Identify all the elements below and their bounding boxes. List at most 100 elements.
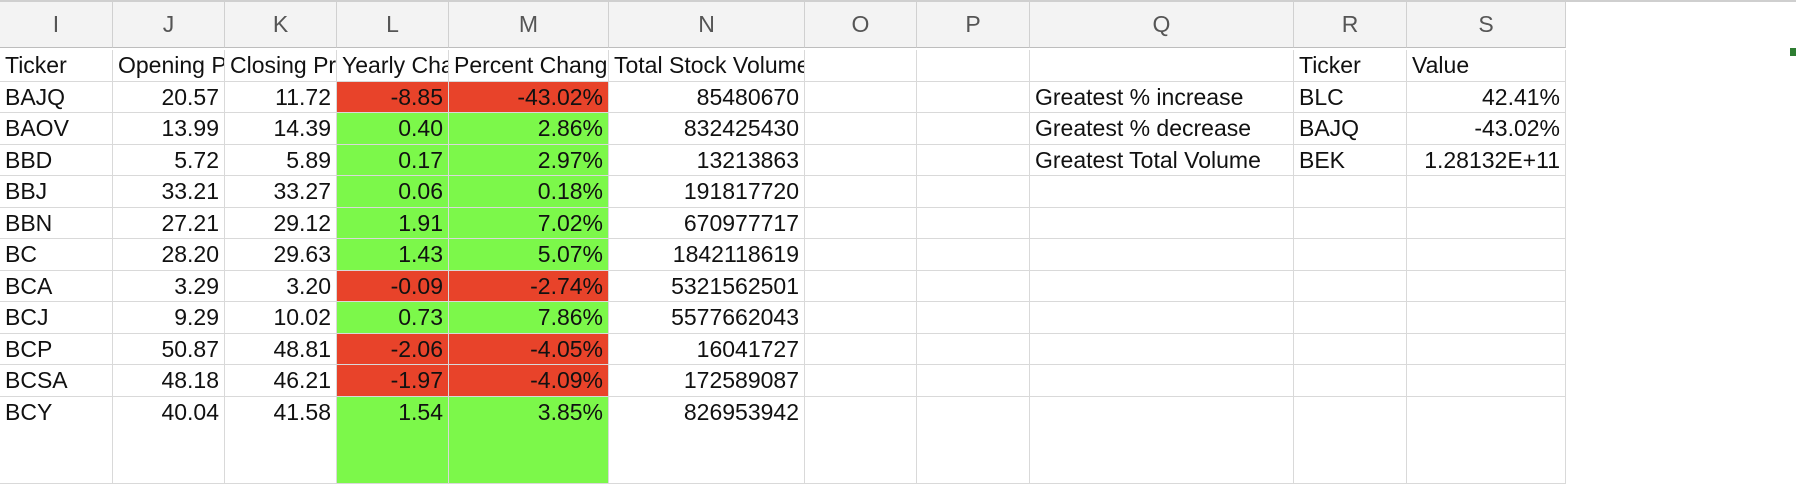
cell-volume[interactable]: 832425430 bbox=[609, 113, 805, 145]
summary-value[interactable]: 1.28132E+11 bbox=[1407, 144, 1566, 176]
cell-volume[interactable]: 826953942 bbox=[609, 396, 805, 484]
cell[interactable] bbox=[1030, 176, 1294, 208]
cell-volume[interactable]: 5577662043 bbox=[609, 302, 805, 334]
cell[interactable] bbox=[1407, 333, 1566, 365]
cell-pct[interactable]: -2.74% bbox=[449, 270, 609, 302]
cell[interactable] bbox=[1294, 333, 1407, 365]
header-cell[interactable]: Yearly Chan bbox=[337, 50, 449, 82]
cell-volume[interactable]: 13213863 bbox=[609, 144, 805, 176]
cell[interactable] bbox=[917, 176, 1030, 208]
cell-ticker[interactable]: BBJ bbox=[0, 176, 113, 208]
cell-close[interactable]: 48.81 bbox=[225, 333, 337, 365]
cell-pct[interactable]: 7.02% bbox=[449, 207, 609, 239]
cell-open[interactable]: 40.04 bbox=[113, 396, 225, 484]
cell-volume[interactable]: 85480670 bbox=[609, 81, 805, 113]
cell-ticker[interactable]: BBN bbox=[0, 207, 113, 239]
cell[interactable] bbox=[1294, 270, 1407, 302]
cell[interactable] bbox=[1294, 365, 1407, 397]
summary-value[interactable]: -43.02% bbox=[1407, 113, 1566, 145]
cell-pct[interactable]: 7.86% bbox=[449, 302, 609, 334]
cell-close[interactable]: 29.12 bbox=[225, 207, 337, 239]
summary-label[interactable]: Greatest % increase bbox=[1030, 81, 1294, 113]
header-cell[interactable]: Total Stock Volume bbox=[609, 50, 805, 82]
column-header-n[interactable]: N bbox=[609, 2, 805, 48]
cell-volume[interactable]: 1842118619 bbox=[609, 239, 805, 271]
cell-ticker[interactable]: BCA bbox=[0, 270, 113, 302]
cell-pct[interactable]: 2.97% bbox=[449, 144, 609, 176]
cell[interactable] bbox=[1030, 50, 1294, 82]
cell-open[interactable]: 27.21 bbox=[113, 207, 225, 239]
cell-close[interactable]: 33.27 bbox=[225, 176, 337, 208]
summary-ticker[interactable]: BAJQ bbox=[1294, 113, 1407, 145]
cell-ticker[interactable]: BCSA bbox=[0, 365, 113, 397]
cell[interactable] bbox=[805, 239, 917, 271]
column-header-r[interactable]: R bbox=[1294, 2, 1407, 48]
cell-ticker[interactable]: BCY bbox=[0, 396, 113, 484]
cell-close[interactable]: 46.21 bbox=[225, 365, 337, 397]
cell-ticker[interactable]: BC bbox=[0, 239, 113, 271]
cell[interactable] bbox=[1294, 207, 1407, 239]
cell[interactable] bbox=[805, 81, 917, 113]
cell-open[interactable]: 3.29 bbox=[113, 270, 225, 302]
cell-ticker[interactable]: BCP bbox=[0, 333, 113, 365]
cell[interactable] bbox=[1030, 333, 1294, 365]
cell-change[interactable]: 0.17 bbox=[337, 144, 449, 176]
cell-change[interactable]: 0.73 bbox=[337, 302, 449, 334]
cell-change[interactable]: 0.40 bbox=[337, 113, 449, 145]
column-header-p[interactable]: P bbox=[917, 2, 1030, 48]
column-header-l[interactable]: L bbox=[337, 2, 449, 48]
header-cell[interactable]: Percent Change bbox=[449, 50, 609, 82]
summary-ticker[interactable]: BLC bbox=[1294, 81, 1407, 113]
cell-open[interactable]: 48.18 bbox=[113, 365, 225, 397]
header-cell[interactable]: Ticker bbox=[0, 50, 113, 82]
cell-change[interactable]: -0.09 bbox=[337, 270, 449, 302]
cell[interactable] bbox=[1030, 239, 1294, 271]
cell[interactable] bbox=[805, 50, 917, 82]
cell[interactable] bbox=[805, 207, 917, 239]
cell-change[interactable]: -8.85 bbox=[337, 81, 449, 113]
column-header-s[interactable]: S bbox=[1407, 2, 1566, 48]
cell-close[interactable]: 41.58 bbox=[225, 396, 337, 484]
cell[interactable] bbox=[917, 365, 1030, 397]
cell[interactable] bbox=[917, 302, 1030, 334]
cell-close[interactable]: 3.20 bbox=[225, 270, 337, 302]
cell[interactable] bbox=[917, 113, 1030, 145]
cell[interactable] bbox=[1407, 176, 1566, 208]
cell[interactable] bbox=[805, 113, 917, 145]
cell-volume[interactable]: 670977717 bbox=[609, 207, 805, 239]
cell[interactable] bbox=[917, 239, 1030, 271]
cell[interactable] bbox=[1407, 239, 1566, 271]
cell-pct[interactable]: 0.18% bbox=[449, 176, 609, 208]
cell[interactable] bbox=[917, 144, 1030, 176]
cell-ticker[interactable]: BAJQ bbox=[0, 81, 113, 113]
cell[interactable] bbox=[1030, 270, 1294, 302]
cell-pct[interactable]: 5.07% bbox=[449, 239, 609, 271]
column-header-j[interactable]: J bbox=[113, 2, 225, 48]
summary-value[interactable]: 42.41% bbox=[1407, 81, 1566, 113]
cell[interactable] bbox=[917, 50, 1030, 82]
column-header-q[interactable]: Q bbox=[1030, 2, 1294, 48]
cell-change[interactable]: 1.91 bbox=[337, 207, 449, 239]
cell-ticker[interactable]: BCJ bbox=[0, 302, 113, 334]
cell[interactable] bbox=[1030, 302, 1294, 334]
cell-change[interactable]: 1.43 bbox=[337, 239, 449, 271]
cell-open[interactable]: 33.21 bbox=[113, 176, 225, 208]
cell[interactable] bbox=[805, 365, 917, 397]
cell[interactable] bbox=[1407, 396, 1566, 484]
cell-open[interactable]: 5.72 bbox=[113, 144, 225, 176]
cell-open[interactable]: 20.57 bbox=[113, 81, 225, 113]
column-header-o[interactable]: O bbox=[805, 2, 917, 48]
cell-close[interactable]: 14.39 bbox=[225, 113, 337, 145]
cell[interactable] bbox=[1407, 302, 1566, 334]
cell[interactable] bbox=[1030, 396, 1294, 484]
cell-volume[interactable]: 172589087 bbox=[609, 365, 805, 397]
cell-pct[interactable]: -4.05% bbox=[449, 333, 609, 365]
summary-label[interactable]: Greatest Total Volume bbox=[1030, 144, 1294, 176]
column-header-k[interactable]: K bbox=[225, 2, 337, 48]
cell[interactable] bbox=[805, 176, 917, 208]
cell-change[interactable]: 0.06 bbox=[337, 176, 449, 208]
cell-ticker[interactable]: BAOV bbox=[0, 113, 113, 145]
cell-volume[interactable]: 16041727 bbox=[609, 333, 805, 365]
summary-label[interactable]: Greatest % decrease bbox=[1030, 113, 1294, 145]
cell-open[interactable]: 50.87 bbox=[113, 333, 225, 365]
